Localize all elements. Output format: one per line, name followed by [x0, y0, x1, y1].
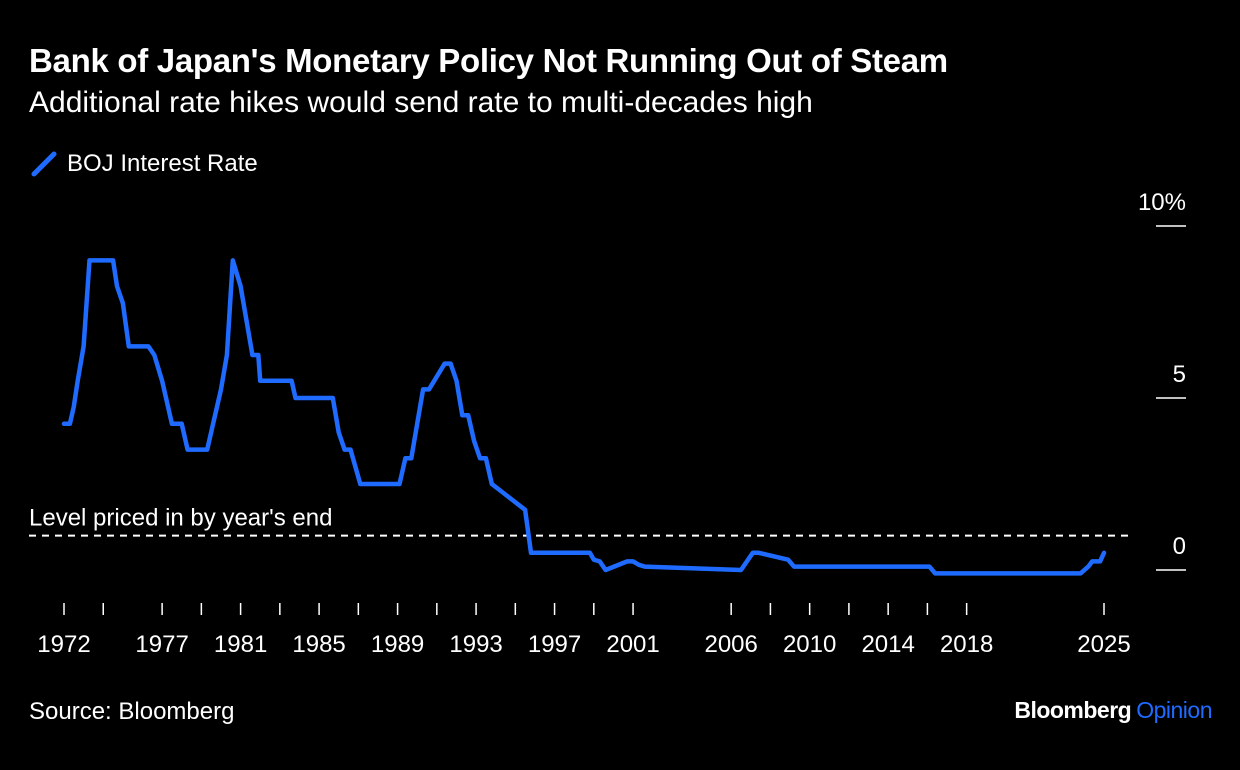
x-tick-label: 2001	[606, 631, 659, 658]
line-chart: 0 5 10% 1972 1977 1981 1985 1989 1993 1997 2001 20…	[29, 189, 1186, 658]
brand-name: Bloomberg	[1014, 697, 1132, 723]
x-tick-label: 1981	[214, 631, 267, 658]
x-tick-label: 2010	[783, 631, 836, 658]
x-tick-label: 2025	[1077, 631, 1130, 658]
legend: BOJ Interest Rate	[31, 150, 258, 178]
chart-subtitle: Additional rate hikes would send rate to…	[29, 86, 813, 119]
annotation-label: Level priced in by year's end	[29, 505, 332, 532]
brand-logo: Bloomberg Opinion	[1014, 697, 1212, 724]
y-tick-label: 0	[1173, 533, 1186, 560]
legend-swatch-icon	[31, 151, 57, 177]
y-tick-label: 10%	[1138, 189, 1186, 216]
source-note: Source: Bloomberg	[29, 698, 235, 725]
annotation-layer: Level priced in by year's end	[29, 505, 1128, 537]
x-tick-label: 1993	[449, 631, 502, 658]
brand-suffix: Opinion	[1136, 697, 1212, 723]
y-axis: 0 5 10%	[1138, 189, 1186, 571]
x-tick-label: 1985	[292, 631, 345, 658]
chart-title: Bank of Japan's Monetary Policy Not Runn…	[29, 42, 948, 79]
x-tick-label: 1989	[371, 631, 424, 658]
y-tick-label: 5	[1173, 361, 1186, 388]
x-tick-label: 1997	[528, 631, 581, 658]
x-tick-label: 2006	[704, 631, 757, 658]
x-tick-label: 2018	[940, 631, 993, 658]
x-axis: 1972 1977 1981 1985 1989 1993 1997 2001 2006 2010…	[37, 603, 1131, 658]
series-line-boj-interest-rate	[61, 258, 1107, 576]
series-layer	[61, 258, 1107, 576]
x-tick-label: 1977	[135, 631, 188, 658]
legend-label: BOJ Interest Rate	[67, 150, 258, 177]
x-tick-label: 1972	[37, 631, 90, 658]
x-tick-label: 2014	[861, 631, 914, 658]
